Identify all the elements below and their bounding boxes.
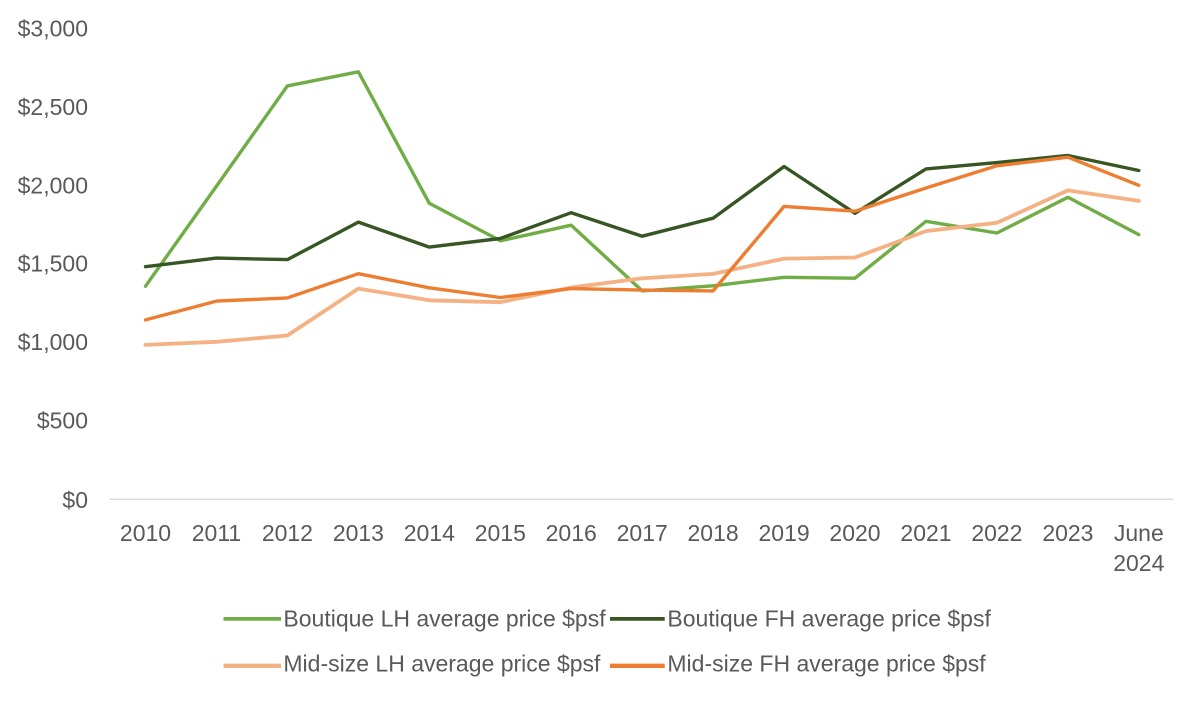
svg-text:2020: 2020 <box>829 520 880 546</box>
svg-text:2012: 2012 <box>262 520 313 546</box>
svg-text:June: June <box>1114 520 1164 546</box>
svg-text:2022: 2022 <box>971 520 1022 546</box>
svg-text:Boutique FH average price $psf: Boutique FH average price $psf <box>667 605 991 631</box>
svg-text:2021: 2021 <box>900 520 951 546</box>
svg-text:$1,000: $1,000 <box>18 329 88 355</box>
svg-text:Boutique LH average price $psf: Boutique LH average price $psf <box>283 605 606 631</box>
svg-text:2018: 2018 <box>688 520 739 546</box>
svg-text:$0: $0 <box>62 487 88 513</box>
svg-text:$3,000: $3,000 <box>18 16 88 42</box>
svg-text:$2,000: $2,000 <box>18 172 88 198</box>
svg-text:2013: 2013 <box>333 520 384 546</box>
svg-text:2023: 2023 <box>1042 520 1093 546</box>
svg-text:2014: 2014 <box>404 520 455 546</box>
svg-text:2019: 2019 <box>759 520 810 546</box>
svg-text:2015: 2015 <box>475 520 526 546</box>
svg-text:2011: 2011 <box>192 520 241 546</box>
svg-text:$2,500: $2,500 <box>18 94 88 120</box>
svg-text:2024: 2024 <box>1113 550 1164 576</box>
svg-text:$1,500: $1,500 <box>18 251 88 277</box>
svg-text:2010: 2010 <box>120 520 171 546</box>
svg-text:Mid-size LH average price $psf: Mid-size LH average price $psf <box>283 651 601 677</box>
svg-text:Mid-size FH average price $psf: Mid-size FH average price $psf <box>667 651 986 677</box>
svg-text:$500: $500 <box>37 408 88 434</box>
svg-text:2017: 2017 <box>617 520 668 546</box>
svg-text:2016: 2016 <box>546 520 597 546</box>
